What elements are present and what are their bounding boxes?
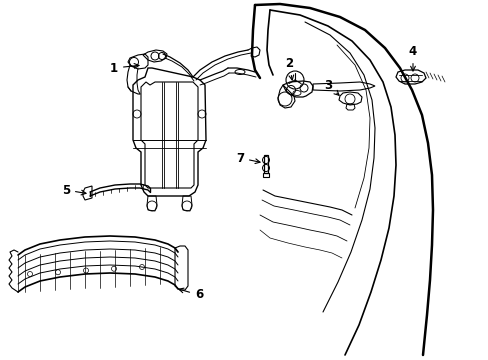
Text: 1: 1 — [110, 62, 139, 75]
Text: 2: 2 — [285, 57, 293, 80]
Text: 5: 5 — [61, 184, 86, 197]
Text: 6: 6 — [179, 288, 203, 302]
Text: 7: 7 — [235, 152, 260, 165]
Text: 3: 3 — [323, 78, 338, 95]
Text: 4: 4 — [408, 45, 416, 71]
